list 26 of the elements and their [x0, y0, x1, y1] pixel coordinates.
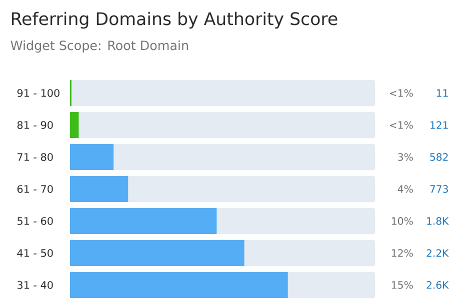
data-label: 3% [398, 153, 413, 161]
bar [70, 176, 128, 202]
text: 773 [430, 185, 448, 193]
text: 1.8K [427, 217, 449, 225]
text: 582 [430, 153, 448, 161]
data-label: <1% [390, 121, 413, 129]
y-tick-label: 81 - 90 [17, 121, 53, 129]
data-label: 4% [398, 185, 413, 193]
chart-subtitle: Widget Scope: Root Domain [10, 40, 188, 53]
text: 2.2K [426, 249, 449, 257]
y-tick-label: 31 - 40 [18, 281, 53, 289]
data-label: 15% [392, 281, 413, 289]
bar [70, 112, 79, 138]
y-tick-label: 41 - 50 [17, 249, 53, 257]
text: 121 [430, 121, 448, 129]
y-tick-label: 61 - 70 [17, 185, 53, 193]
data-label: 10% [392, 217, 413, 225]
chart-title: Referring Domains by Authority Score [12, 12, 338, 29]
data-label: 12% [392, 249, 413, 257]
y-tick-label: 51 - 60 [18, 217, 53, 225]
y-tick-label: 71 - 80 [18, 153, 53, 161]
bar [70, 144, 114, 170]
y-tick-label: 91 - 100 [17, 89, 60, 97]
text: 2.6K [426, 281, 449, 289]
text: 11 [436, 89, 448, 97]
data-label: <1% [390, 89, 413, 97]
